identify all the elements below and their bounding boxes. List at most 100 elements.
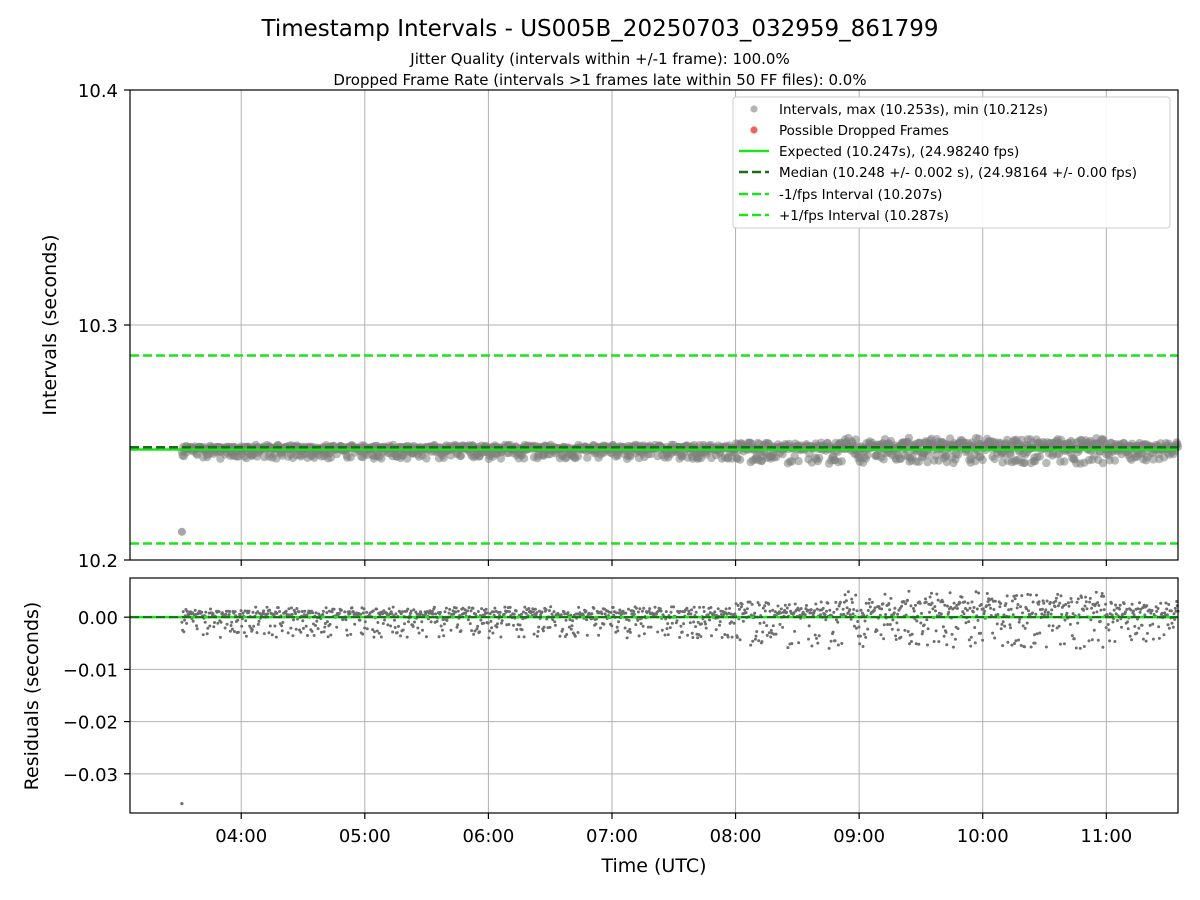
residual-point (440, 628, 444, 632)
residual-point (217, 610, 221, 614)
residual-point (1162, 633, 1166, 637)
residual-point (429, 620, 433, 624)
residual-point (375, 629, 379, 633)
residual-point (724, 607, 728, 611)
residual-point (490, 626, 494, 630)
residual-point (966, 601, 970, 605)
residual-point (455, 625, 459, 629)
residual-point (393, 626, 397, 629)
residual-point (995, 622, 999, 626)
residual-point (517, 635, 521, 639)
residual-point (649, 625, 653, 629)
residual-point (1010, 643, 1014, 647)
legend-item-lower-bound: -1/fps Interval (10.207s) (739, 187, 942, 203)
residual-point (982, 612, 986, 616)
residual-point (230, 620, 234, 624)
residual-point (868, 605, 872, 609)
residual-point (918, 601, 922, 605)
residual-point (804, 607, 808, 611)
residual-point (678, 635, 682, 639)
residual-point (389, 624, 393, 628)
residual-point (774, 632, 778, 636)
residual-point (1104, 626, 1108, 630)
residual-point (706, 613, 710, 617)
residual-point (1017, 638, 1020, 642)
residual-point (1165, 607, 1169, 611)
residual-point (762, 621, 766, 625)
residual-point (969, 644, 973, 648)
residual-point (1066, 601, 1070, 605)
residual-point (394, 612, 398, 616)
residual-point (934, 629, 938, 633)
residual-point (1009, 607, 1013, 611)
residual-point (1033, 641, 1037, 645)
residuals-y-axis: 0.00 −0.01 −0.02 −0.03 (63, 608, 130, 786)
residual-point (420, 620, 424, 624)
residual-point (1006, 640, 1010, 644)
residual-point (1029, 645, 1033, 649)
residual-point (757, 639, 761, 643)
residual-point (1133, 624, 1137, 628)
residual-point (769, 635, 773, 639)
residual-point (1038, 631, 1042, 635)
residual-point (1172, 612, 1176, 616)
residual-point (1025, 621, 1029, 625)
residual-point (547, 609, 551, 613)
interval-point (851, 435, 860, 444)
residual-point (815, 636, 818, 640)
residual-point (844, 599, 848, 603)
residual-point (1084, 600, 1088, 604)
residual-point (815, 607, 819, 611)
residual-point (880, 607, 884, 611)
residual-point (653, 605, 657, 609)
residual-point (219, 620, 223, 624)
residual-point (1023, 645, 1026, 649)
residual-point (1026, 592, 1030, 596)
residual-point (233, 610, 237, 614)
residual-point (534, 613, 538, 617)
residual-point (244, 619, 248, 623)
time-x-axis-label: Time (UTC) (600, 855, 706, 877)
residual-point (888, 623, 892, 626)
residual-point (1013, 597, 1017, 601)
residual-point (294, 612, 297, 616)
residual-point (850, 601, 854, 604)
interval-point (1110, 456, 1120, 465)
residual-point (741, 619, 745, 623)
residual-point (570, 624, 574, 628)
residual-point (590, 612, 594, 616)
residual-point (540, 610, 544, 614)
residual-point (281, 620, 285, 624)
residual-point (807, 637, 810, 641)
residual-point (1132, 613, 1136, 617)
residual-point (1167, 626, 1171, 630)
residual-point (532, 632, 536, 636)
residual-point (332, 607, 336, 611)
residual-point (948, 591, 952, 595)
residual-point (1040, 612, 1044, 616)
residual-point (675, 619, 679, 623)
residual-point (894, 638, 898, 641)
residual-point (1130, 602, 1134, 606)
residual-point (1155, 609, 1159, 613)
residual-point (952, 601, 956, 605)
residual-point (686, 633, 690, 637)
residual-point (691, 636, 695, 639)
residual-point (1169, 609, 1173, 613)
residual-point (1014, 639, 1018, 643)
residual-point (1070, 634, 1074, 638)
residual-point (424, 635, 428, 639)
residual-point (515, 628, 519, 631)
residual-point (1044, 608, 1048, 612)
residual-point (1005, 594, 1009, 598)
residual-point (1092, 628, 1096, 632)
residual-point (381, 612, 385, 616)
residual-point (858, 634, 862, 638)
residual-point (730, 620, 733, 624)
residual-point (819, 613, 822, 617)
residual-point (999, 602, 1003, 605)
residual-point (659, 609, 663, 613)
residual-point (412, 608, 416, 612)
residual-point (204, 610, 208, 614)
residual-point (699, 635, 703, 638)
